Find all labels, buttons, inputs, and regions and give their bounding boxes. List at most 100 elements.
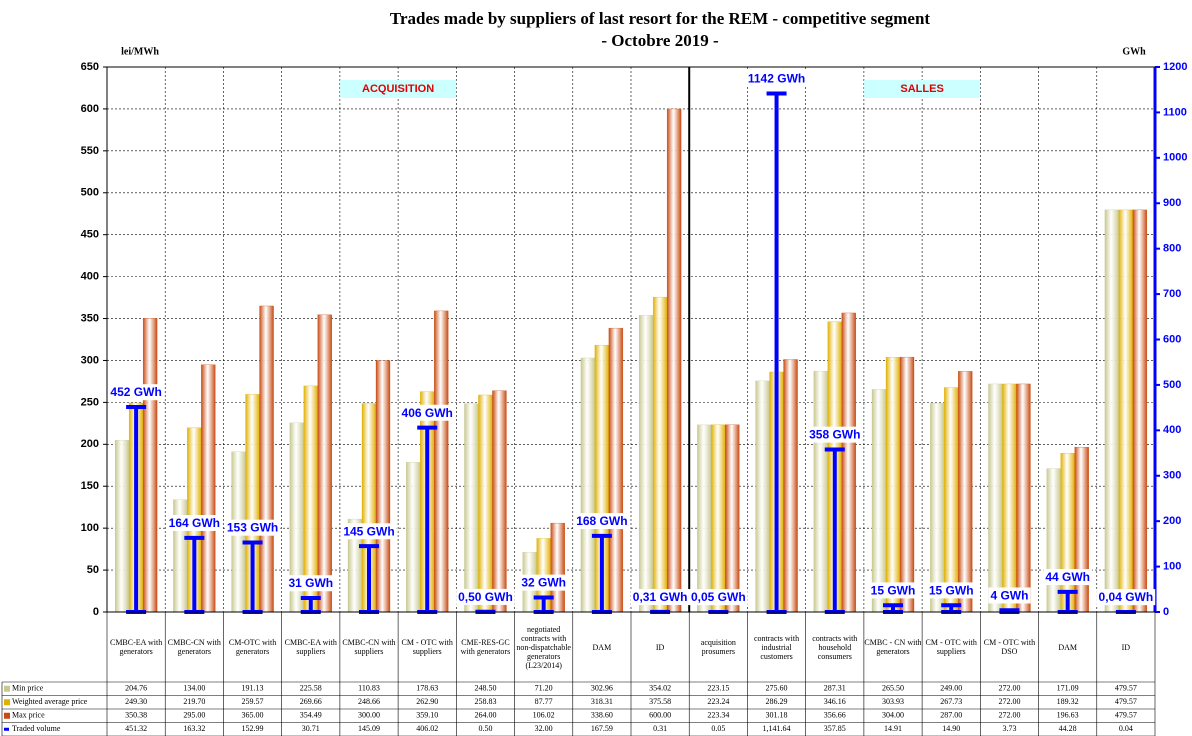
- y-tick-label: 650: [81, 61, 99, 73]
- legend-label: Max price: [12, 711, 45, 720]
- table-value: 248.50: [474, 684, 496, 693]
- y2-tick-label: 900: [1163, 197, 1181, 209]
- legend-marker: [4, 712, 10, 719]
- y-tick-label: 350: [81, 312, 99, 324]
- annotation-box: [224, 519, 281, 536]
- table-value: 223.34: [707, 711, 729, 720]
- annotation: 164 GWh: [169, 516, 220, 530]
- table-value: 0.31: [653, 724, 667, 733]
- y-tick-label: 200: [81, 438, 99, 450]
- table-value: 152.99: [242, 724, 264, 733]
- table-value: 375.58: [649, 697, 671, 706]
- table-value: 223.24: [707, 697, 729, 706]
- bar: [755, 380, 770, 613]
- table-value: 0.05: [711, 724, 725, 733]
- bar: [944, 387, 959, 613]
- x-tick-label: ID: [1121, 642, 1131, 652]
- annotation: 153 GWh: [227, 521, 278, 535]
- section-label-box: [340, 80, 457, 98]
- table-value: 171.09: [1057, 684, 1079, 693]
- y-tick-label: 50: [87, 564, 99, 576]
- annotation-box: [108, 384, 164, 401]
- annotation: 1142 GWh: [748, 72, 805, 86]
- table-value: 14.91: [884, 724, 902, 733]
- table-value: 272.00: [998, 684, 1020, 693]
- table-value: 219.70: [183, 697, 205, 706]
- bar: [114, 440, 130, 613]
- table-value: 223.15: [707, 684, 729, 693]
- table-value: 191.13: [242, 684, 264, 693]
- table-value: 196.63: [1057, 711, 1079, 720]
- x-tick-label: CMBC-EA with generators: [109, 638, 163, 656]
- y2-axis-label: GWh: [1122, 46, 1146, 57]
- table-value: 300.00: [358, 711, 380, 720]
- bar: [478, 394, 493, 613]
- annotation: 145 GWh: [343, 524, 394, 538]
- table-value: 189.32: [1057, 697, 1079, 706]
- table-value: 479.57: [1115, 684, 1137, 693]
- table-value: 30.71: [302, 724, 320, 733]
- annotation-box: [399, 404, 455, 421]
- table-value: 301.18: [766, 711, 788, 720]
- y-tick-label: 550: [81, 145, 99, 157]
- annotation: 15 GWh: [871, 583, 916, 597]
- bar: [1104, 209, 1120, 613]
- annotation-box: [926, 582, 976, 599]
- legend-label: Min price: [12, 684, 44, 693]
- y-tick-label: 0: [93, 606, 99, 618]
- table-value: 163.32: [183, 724, 205, 733]
- table-value: 71.20: [535, 684, 553, 693]
- table-value: 286.29: [766, 697, 788, 706]
- table-value: 479.57: [1115, 697, 1137, 706]
- bar: [930, 403, 945, 613]
- y2-tick-label: 500: [1163, 379, 1181, 391]
- table-value: 318.31: [591, 697, 613, 706]
- table-value: 110.83: [358, 684, 380, 693]
- y2-tick-label: 400: [1163, 424, 1181, 436]
- bar: [375, 360, 391, 613]
- y-tick-label: 600: [81, 103, 99, 115]
- table-value: 359.10: [416, 711, 438, 720]
- annotation: 358 GWh: [809, 428, 860, 442]
- legend-marker: [4, 699, 10, 706]
- bar: [871, 389, 887, 613]
- section-label-box: [864, 80, 981, 98]
- bar: [988, 383, 1003, 613]
- x-tick-label: CMBC-CN with suppliers: [342, 638, 396, 656]
- table-value: 269.66: [300, 697, 322, 706]
- bar: [899, 356, 915, 613]
- x-tick-label: acquisition prosumers: [700, 638, 736, 656]
- table-value: 356.66: [824, 711, 846, 720]
- y-tick-label: 400: [81, 271, 99, 283]
- y-axis-label: lei/MWh: [121, 46, 159, 57]
- table-value: 44.28: [1059, 724, 1077, 733]
- x-tick-label: CM - OTC with suppliers: [401, 638, 453, 656]
- y-tick-label: 250: [81, 396, 99, 408]
- table-value: 204.76: [125, 684, 147, 693]
- bar: [697, 424, 712, 613]
- x-tick-label: CMBC-CN with generators: [167, 638, 221, 656]
- table-value: 167.59: [591, 724, 613, 733]
- table-value: 0.04: [1119, 724, 1133, 733]
- x-tick-label: contracts with household consumers: [812, 633, 858, 661]
- bar: [666, 108, 682, 613]
- table-value: 225.58: [300, 684, 322, 693]
- annotation: 0,31 GWh: [633, 590, 688, 604]
- bar: [813, 370, 828, 613]
- x-tick-label: CME-RES-GC with generators: [460, 638, 511, 656]
- table-value: 248.66: [358, 697, 380, 706]
- annotation: 31 GWh: [288, 576, 333, 590]
- bar: [1074, 446, 1089, 613]
- table-value: 272.00: [998, 697, 1020, 706]
- y2-tick-label: 200: [1163, 515, 1181, 527]
- annotation-box: [1096, 589, 1156, 606]
- bar: [1118, 209, 1134, 613]
- table-value: 304.00: [882, 711, 904, 720]
- table-value: 354.02: [649, 684, 671, 693]
- bar: [1002, 383, 1017, 613]
- annotation-box: [868, 582, 918, 599]
- annotation: 452 GWh: [110, 385, 161, 399]
- y-tick-label: 450: [81, 229, 99, 241]
- annotation-box: [745, 70, 808, 87]
